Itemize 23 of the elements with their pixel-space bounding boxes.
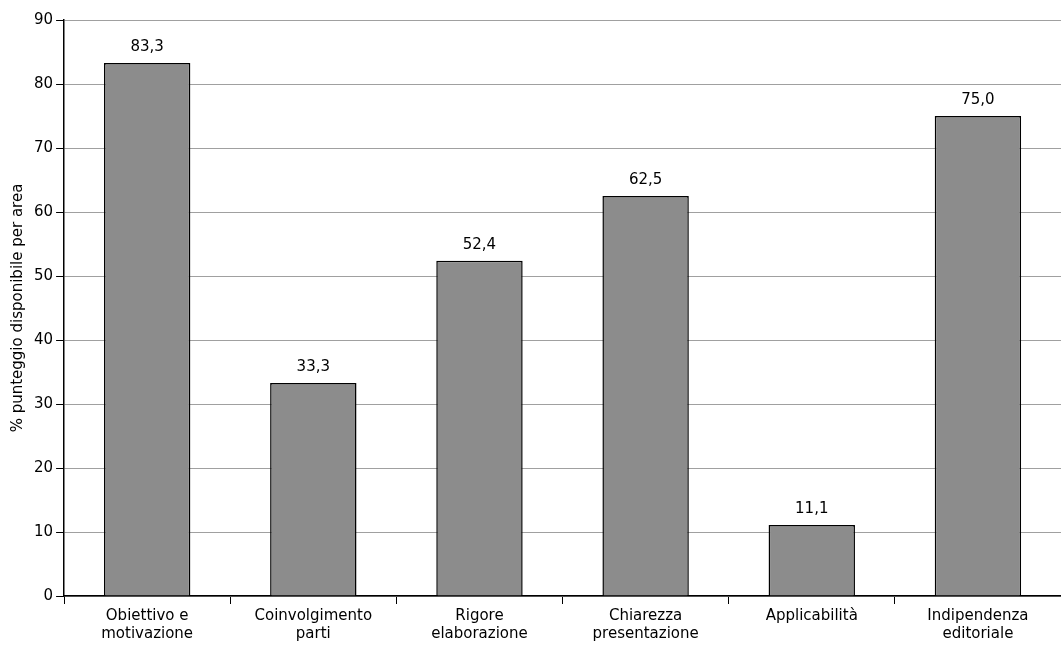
y-tick-label: 10: [33, 521, 54, 540]
x-tick-label: Indipendenza editoriale: [927, 605, 1029, 642]
x-tick-label: Rigore elaborazione: [431, 605, 528, 642]
y-tick-label: 0: [43, 585, 54, 604]
y-tick-label: 20: [33, 457, 54, 476]
y-tick-label: 30: [33, 393, 54, 412]
y-tick-label: 90: [33, 9, 54, 28]
y-tick-label: 50: [33, 265, 54, 284]
y-axis-title: % punteggio disponibile per area: [7, 183, 26, 433]
x-tick-label: Coinvolgimento parti: [254, 605, 373, 642]
x-tick-label: Applicabilità: [765, 605, 858, 624]
data-label: 52,4: [462, 235, 497, 254]
y-tick-label: 60: [33, 201, 54, 220]
y-tick-label: 80: [33, 73, 54, 92]
data-label: 75,0: [961, 90, 995, 109]
data-label: 62,5: [628, 170, 663, 189]
x-tick-label: Chiarezza presentazione: [592, 605, 699, 642]
data-label: 33,3: [296, 357, 331, 376]
y-tick-label: 70: [33, 137, 54, 156]
data-label: 83,3: [130, 37, 164, 56]
y-tick-label: 40: [33, 329, 54, 348]
data-label: 11,1: [795, 499, 829, 518]
x-tick-label: Obiettivo e motivazione: [101, 605, 194, 642]
